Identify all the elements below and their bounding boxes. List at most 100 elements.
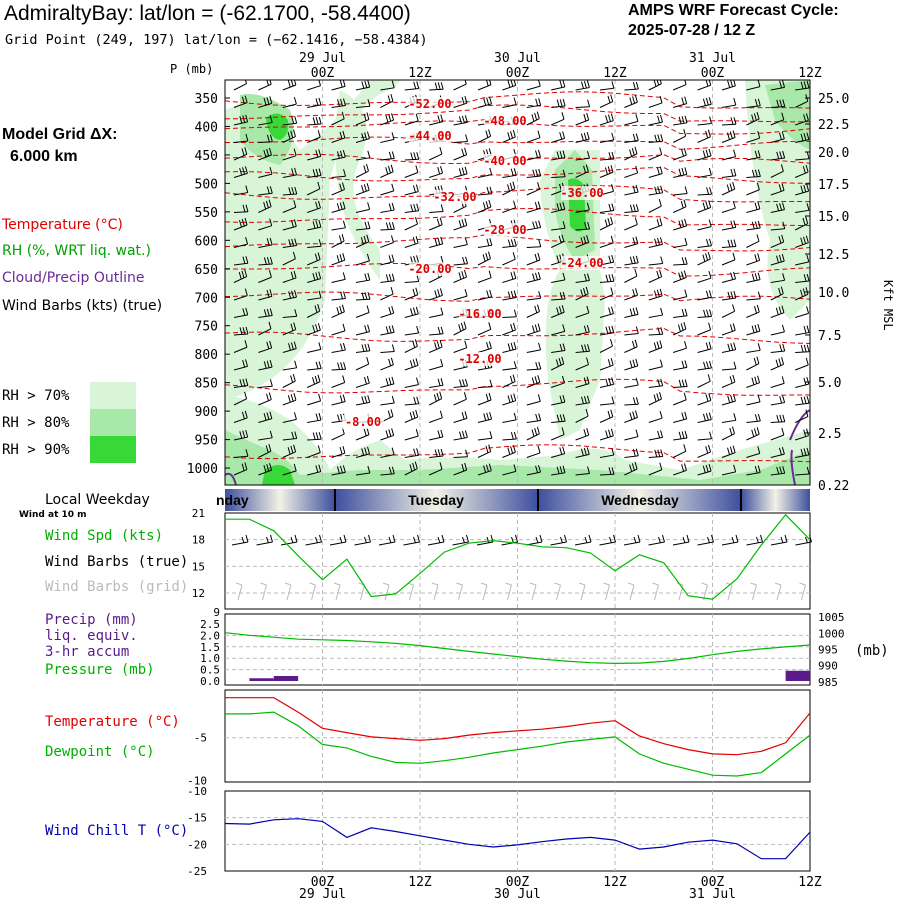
surface-wind-barb	[550, 534, 567, 546]
precip-bar	[273, 675, 299, 681]
legend-rh80-swatch	[90, 409, 136, 436]
height-tick-label: 17.5	[818, 178, 849, 193]
wind-barb	[380, 202, 395, 213]
isotherm-label-bg	[484, 154, 526, 168]
wind-barb	[746, 394, 761, 406]
wind-barb	[453, 147, 468, 161]
pressure-tick-label: 800	[195, 348, 218, 363]
wind-barb	[282, 431, 298, 441]
bottom-time-tick-label: 12Z	[603, 875, 627, 890]
wind-barb	[404, 396, 420, 406]
wind-barb	[721, 201, 736, 213]
wind-barb	[624, 269, 638, 283]
wind-barb	[526, 375, 541, 388]
wind-barb	[673, 411, 688, 423]
wind-barb	[355, 131, 370, 143]
wind-barb	[673, 379, 688, 388]
wind-barb	[746, 272, 761, 283]
wind-barb	[526, 271, 541, 283]
height-tick-label: 20.0	[818, 146, 849, 161]
isotherm-label-bg	[484, 223, 526, 237]
wind-barb	[502, 271, 517, 283]
wind-barb	[502, 238, 517, 248]
wind-barb	[673, 115, 688, 126]
wind-barb	[551, 131, 566, 143]
wind-barb	[599, 306, 614, 318]
wind-barb	[380, 376, 395, 388]
wind-barb	[575, 409, 589, 423]
wind-barb	[404, 461, 418, 476]
wind-barb	[453, 289, 468, 301]
wind-barb	[770, 164, 784, 178]
windchill-y-tick-label: -20	[187, 838, 207, 851]
wind-barb	[404, 325, 420, 336]
wind-barb	[282, 309, 298, 318]
wind-barb	[795, 80, 810, 91]
wind-barb	[233, 204, 249, 213]
wind-barb	[258, 115, 273, 126]
wind-barb	[233, 236, 249, 248]
isotherm-label: -48.00	[483, 114, 526, 128]
top-time-axis: 00Z 12Z 00Z 12Z 00Z 12Z 29 Jul 30 Jul 31 Jul	[299, 51, 822, 81]
wind-barb	[770, 357, 785, 371]
wind-barb	[770, 343, 786, 353]
wind-barb	[697, 431, 713, 441]
wind-barb	[502, 322, 516, 336]
wind-barb	[355, 465, 371, 476]
pressure-tick-label: 400	[195, 120, 218, 135]
temperature-line	[225, 697, 811, 756]
wind-barb	[697, 309, 713, 318]
weekday-title: Local Weekday	[45, 492, 150, 508]
wind-barb	[331, 149, 346, 161]
wind-barb	[306, 181, 321, 196]
legend-rh90-label: RH > 90%	[2, 442, 70, 458]
wind-barb	[453, 340, 468, 353]
wind-barb	[575, 164, 589, 178]
wind-barb	[770, 202, 785, 213]
wind-barb	[307, 464, 322, 476]
wind-barb	[502, 309, 517, 318]
wind-barb	[526, 98, 542, 108]
wind-barb	[477, 392, 492, 406]
wind-barb	[770, 150, 786, 161]
height-tick-label: 10.0	[818, 286, 849, 301]
wind-barb	[331, 98, 346, 108]
wind-barb	[429, 236, 444, 248]
isotherm-label-bg	[342, 415, 384, 429]
wind-barb	[404, 448, 420, 458]
wind-barb	[746, 427, 760, 441]
weekday-segment-thursday	[741, 489, 810, 511]
wind-barb	[795, 357, 809, 371]
wind-barb	[428, 462, 443, 476]
precip-bar	[785, 670, 810, 681]
wind-barb	[502, 80, 517, 91]
wind-barb	[697, 219, 712, 231]
wind-barb	[697, 393, 712, 406]
precip-tick-label: 0.0	[200, 675, 220, 688]
wind-barb	[404, 429, 419, 441]
isotherm-label: -36.00	[560, 186, 603, 200]
wind-barb	[673, 218, 688, 231]
wind-barb	[453, 269, 467, 283]
wind-barb	[526, 252, 541, 266]
wind-barb	[282, 167, 298, 178]
wind-barb	[599, 94, 614, 108]
surface-wind-barb	[648, 534, 665, 546]
wind-barb	[795, 447, 810, 458]
wind-barb	[648, 199, 662, 213]
cloud-outline	[790, 449, 796, 485]
wind-barb	[526, 445, 541, 458]
wind-barb	[697, 271, 712, 283]
surface-wind-barb	[721, 534, 739, 546]
wind-barb	[721, 304, 736, 318]
wind-barb	[502, 374, 516, 388]
wind-barb	[575, 376, 590, 388]
wind-barb	[331, 304, 345, 318]
isotherm-line	[225, 378, 810, 396]
rh70-area	[745, 80, 810, 320]
wind-barb	[282, 341, 297, 353]
wind-barb	[770, 99, 786, 108]
wind-barb	[404, 339, 418, 353]
grid-wind-barb	[480, 582, 488, 601]
wind-barb	[307, 342, 322, 353]
